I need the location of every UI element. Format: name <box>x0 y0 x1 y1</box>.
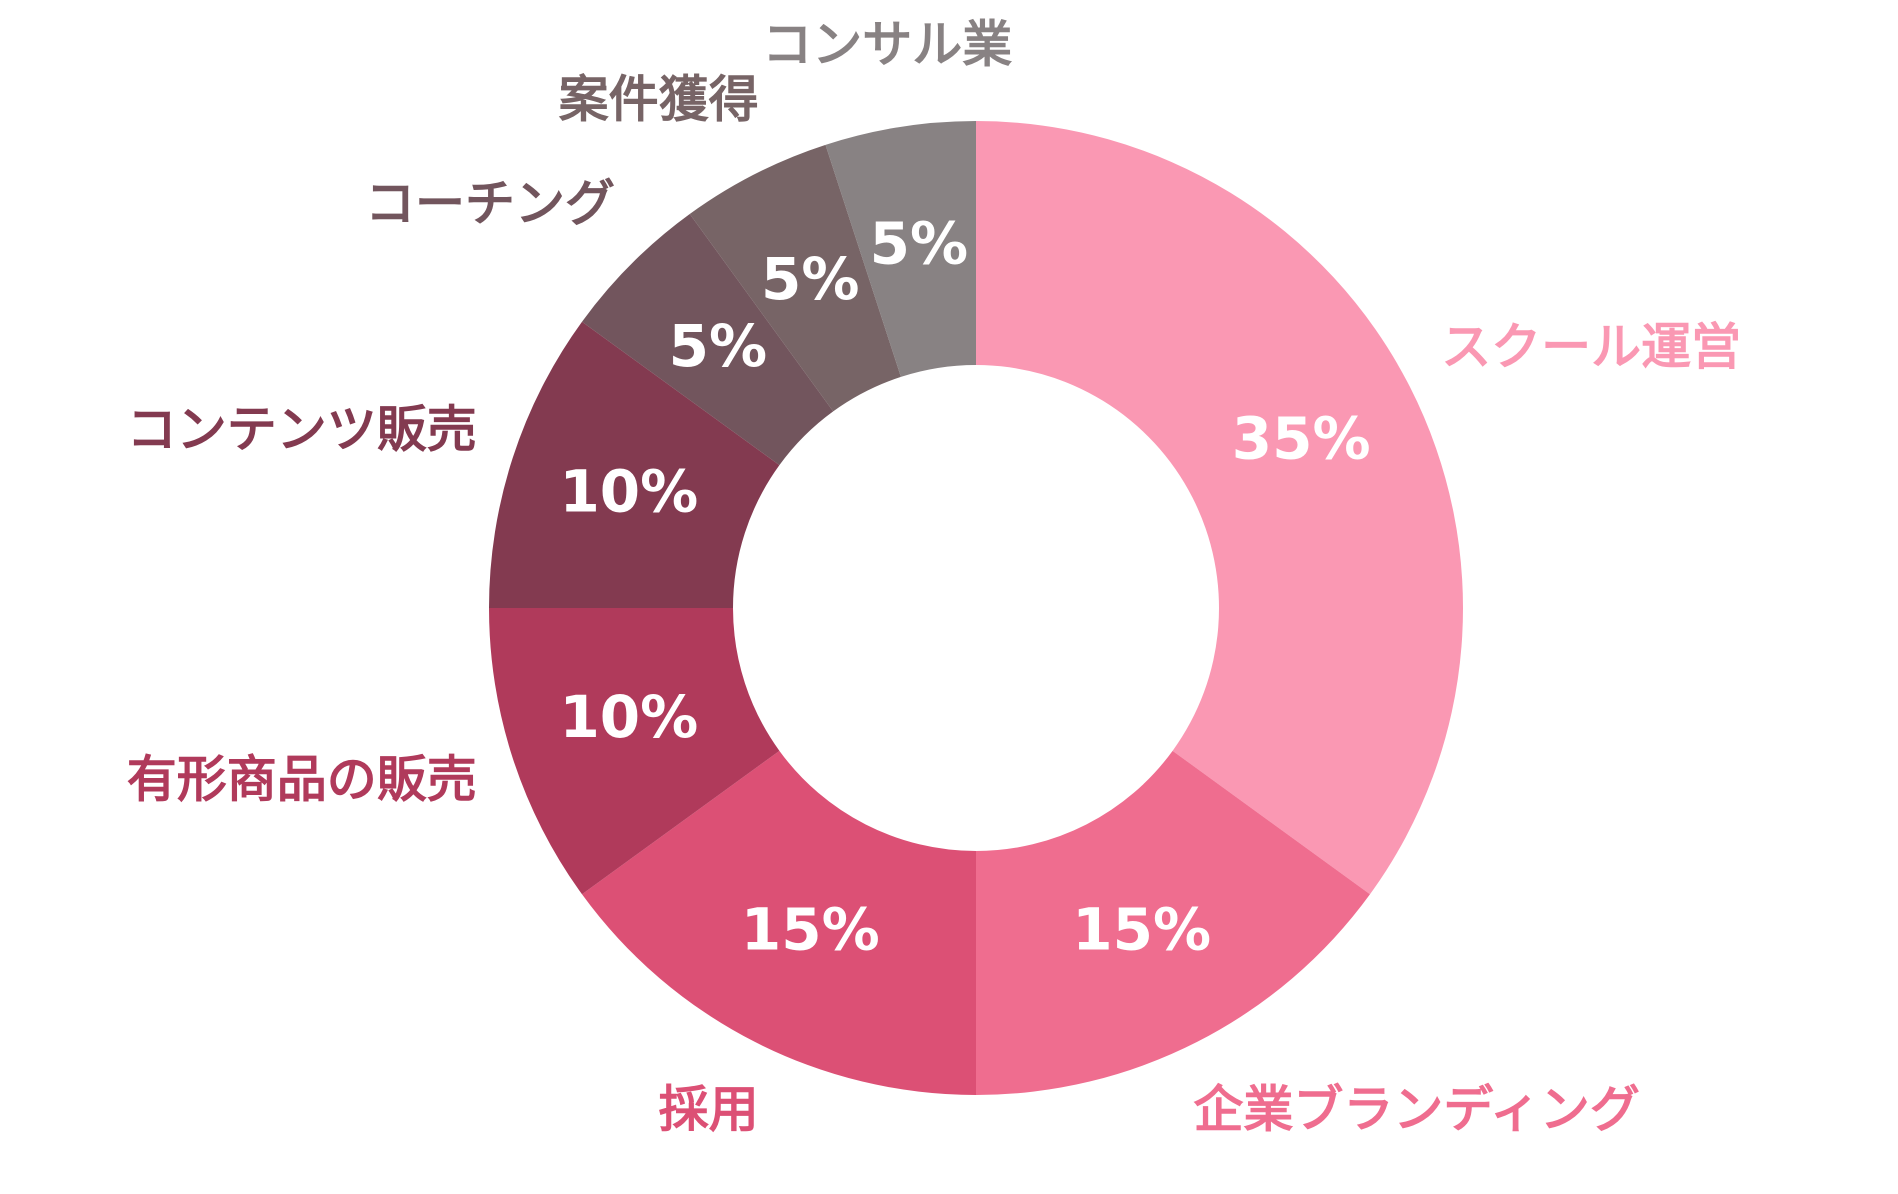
slice <box>489 608 780 895</box>
slice <box>582 750 976 1095</box>
value-label: 10% <box>559 683 698 751</box>
value-label: 15% <box>741 895 880 963</box>
slice <box>689 144 901 412</box>
slice <box>582 214 834 466</box>
value-label: 15% <box>1072 895 1211 963</box>
category-label: スクール運営 <box>1441 318 1741 376</box>
category-label: 有形商品の販売 <box>127 751 477 809</box>
slice <box>489 321 780 608</box>
value-label: 35% <box>1232 404 1371 472</box>
slice <box>825 121 976 377</box>
value-label: 5% <box>870 210 968 278</box>
slice <box>976 750 1370 1095</box>
category-label: コンサル業 <box>762 15 1012 73</box>
category-label: コンテンツ販売 <box>127 400 477 458</box>
category-label: 企業ブランディング <box>1193 1081 1640 1139</box>
category-label: 採用 <box>659 1081 759 1139</box>
category-label: コーチング <box>365 175 615 233</box>
value-label: 5% <box>669 312 767 380</box>
category-label: 案件獲得 <box>559 70 759 128</box>
value-label: 5% <box>761 245 859 313</box>
slice <box>976 121 1464 895</box>
value-label: 10% <box>559 457 698 525</box>
